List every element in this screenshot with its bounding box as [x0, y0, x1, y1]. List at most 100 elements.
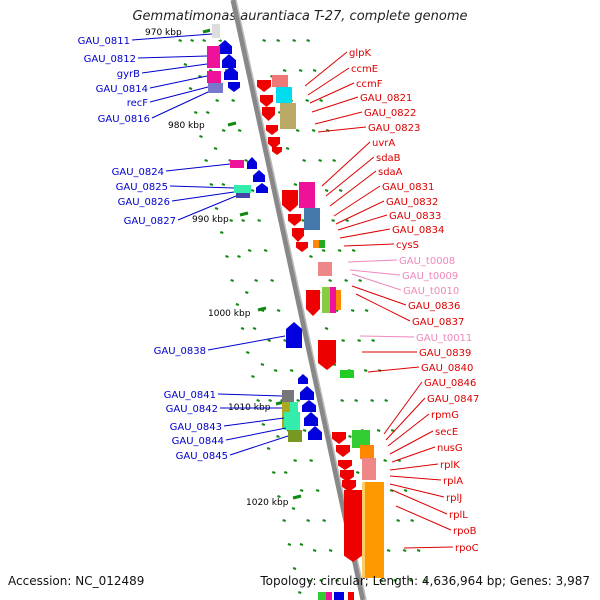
tick-mark	[319, 579, 323, 582]
leader-line	[389, 483, 445, 498]
tick-mark	[268, 399, 272, 402]
gene-arrow	[262, 107, 275, 121]
accession-text: Accession: NC_012489	[8, 574, 145, 588]
leader-line	[385, 397, 426, 441]
gene-label-left: GAU_0814	[96, 84, 148, 95]
tick-mark	[328, 279, 332, 282]
tick-mark	[309, 459, 313, 462]
gene-label-right: GAU_0823	[368, 123, 420, 134]
tick-mark	[193, 111, 198, 114]
tick-mark	[318, 159, 322, 162]
gene-label-right: GAU_0846	[424, 378, 476, 389]
gene-arrow	[268, 137, 280, 149]
tick-mark	[351, 249, 356, 252]
gene-block	[340, 370, 354, 378]
leader-line	[355, 293, 411, 322]
gene-block	[362, 482, 384, 578]
gene-arrow	[224, 66, 238, 80]
gene-label-right: rpoB	[453, 526, 477, 537]
gene-block	[360, 445, 374, 459]
tick-mark	[293, 183, 298, 186]
leader-line	[225, 427, 287, 441]
tick-mark	[390, 429, 395, 432]
gene-block	[212, 24, 220, 38]
tick-mark	[307, 579, 311, 582]
tick-mark	[271, 471, 276, 474]
gene-arrow	[296, 242, 308, 252]
tick-mark	[409, 579, 413, 582]
tick-mark	[209, 183, 214, 186]
tick-mark	[261, 423, 266, 426]
tick-mark	[338, 189, 343, 192]
tick-mark	[321, 249, 326, 252]
leader-line	[137, 55, 208, 59]
tick-mark	[289, 369, 294, 372]
leader-line	[321, 141, 371, 187]
gene-label-left: GAU_0827	[124, 216, 176, 227]
leader-line	[149, 75, 208, 89]
tick-mark	[319, 99, 323, 102]
tick-mark	[364, 309, 369, 312]
ruler-label: 970 kbp	[145, 28, 182, 38]
tick-mark	[205, 111, 210, 114]
gene-label-left: GAU_0838	[154, 346, 206, 357]
tick-mark	[230, 279, 234, 282]
genome-axis	[230, 0, 366, 600]
ruler-tick	[202, 28, 212, 34]
gene-arrow	[304, 412, 318, 426]
leader-line	[389, 475, 442, 481]
gene-arrow	[292, 228, 304, 242]
ruler-label: 980 kbp	[168, 121, 205, 131]
gene-label-left: GAU_0816	[98, 114, 150, 125]
leader-line	[389, 463, 439, 471]
gene-arrow	[260, 95, 273, 107]
tick-mark	[225, 255, 229, 258]
leader-line	[343, 243, 395, 247]
ruler-tick	[292, 494, 302, 500]
leader-line	[207, 335, 286, 351]
gene-block	[336, 290, 341, 310]
tick-mark	[282, 69, 287, 72]
tick-mark	[214, 207, 219, 210]
gene-label-right: GAU_0840	[421, 363, 473, 374]
tick-mark	[262, 39, 266, 42]
gene-arrow	[218, 40, 232, 54]
tick-mark	[250, 189, 255, 192]
tick-mark	[311, 129, 316, 132]
gene-block	[272, 75, 288, 87]
leader-line	[314, 111, 363, 125]
tick-mark	[283, 471, 288, 474]
leader-line	[149, 86, 209, 103]
gene-block	[326, 592, 332, 600]
leader-line	[383, 381, 423, 435]
tick-mark	[357, 339, 361, 342]
leader-line	[151, 91, 209, 119]
gene-label-right: sdaB	[376, 153, 401, 164]
tick-mark	[371, 339, 375, 342]
tick-mark	[199, 135, 203, 138]
gene-label-right: GAU_t0008	[399, 256, 455, 267]
gene-arrow	[222, 54, 236, 68]
gene-label-right: rplJ	[446, 493, 462, 504]
tick-mark	[354, 399, 358, 402]
tick-mark	[285, 147, 290, 150]
gene-arrow	[344, 548, 362, 562]
tick-mark	[348, 435, 352, 438]
tick-mark	[337, 249, 342, 252]
tick-mark	[277, 495, 281, 498]
tick-mark	[335, 579, 339, 582]
tick-mark	[221, 183, 226, 186]
tick-mark	[331, 219, 335, 222]
ruler-tick	[257, 306, 267, 312]
leader-line	[391, 446, 436, 463]
gene-label-right: GAU_0839	[419, 348, 471, 359]
tick-mark	[312, 549, 317, 552]
gene-arrow	[257, 80, 271, 92]
gene-block	[276, 87, 292, 103]
gene-block	[348, 592, 354, 600]
gene-label-right: rplK	[440, 460, 460, 471]
tick-mark	[386, 549, 391, 552]
leader-line	[339, 228, 391, 239]
gene-label-right: cysS	[396, 240, 419, 251]
